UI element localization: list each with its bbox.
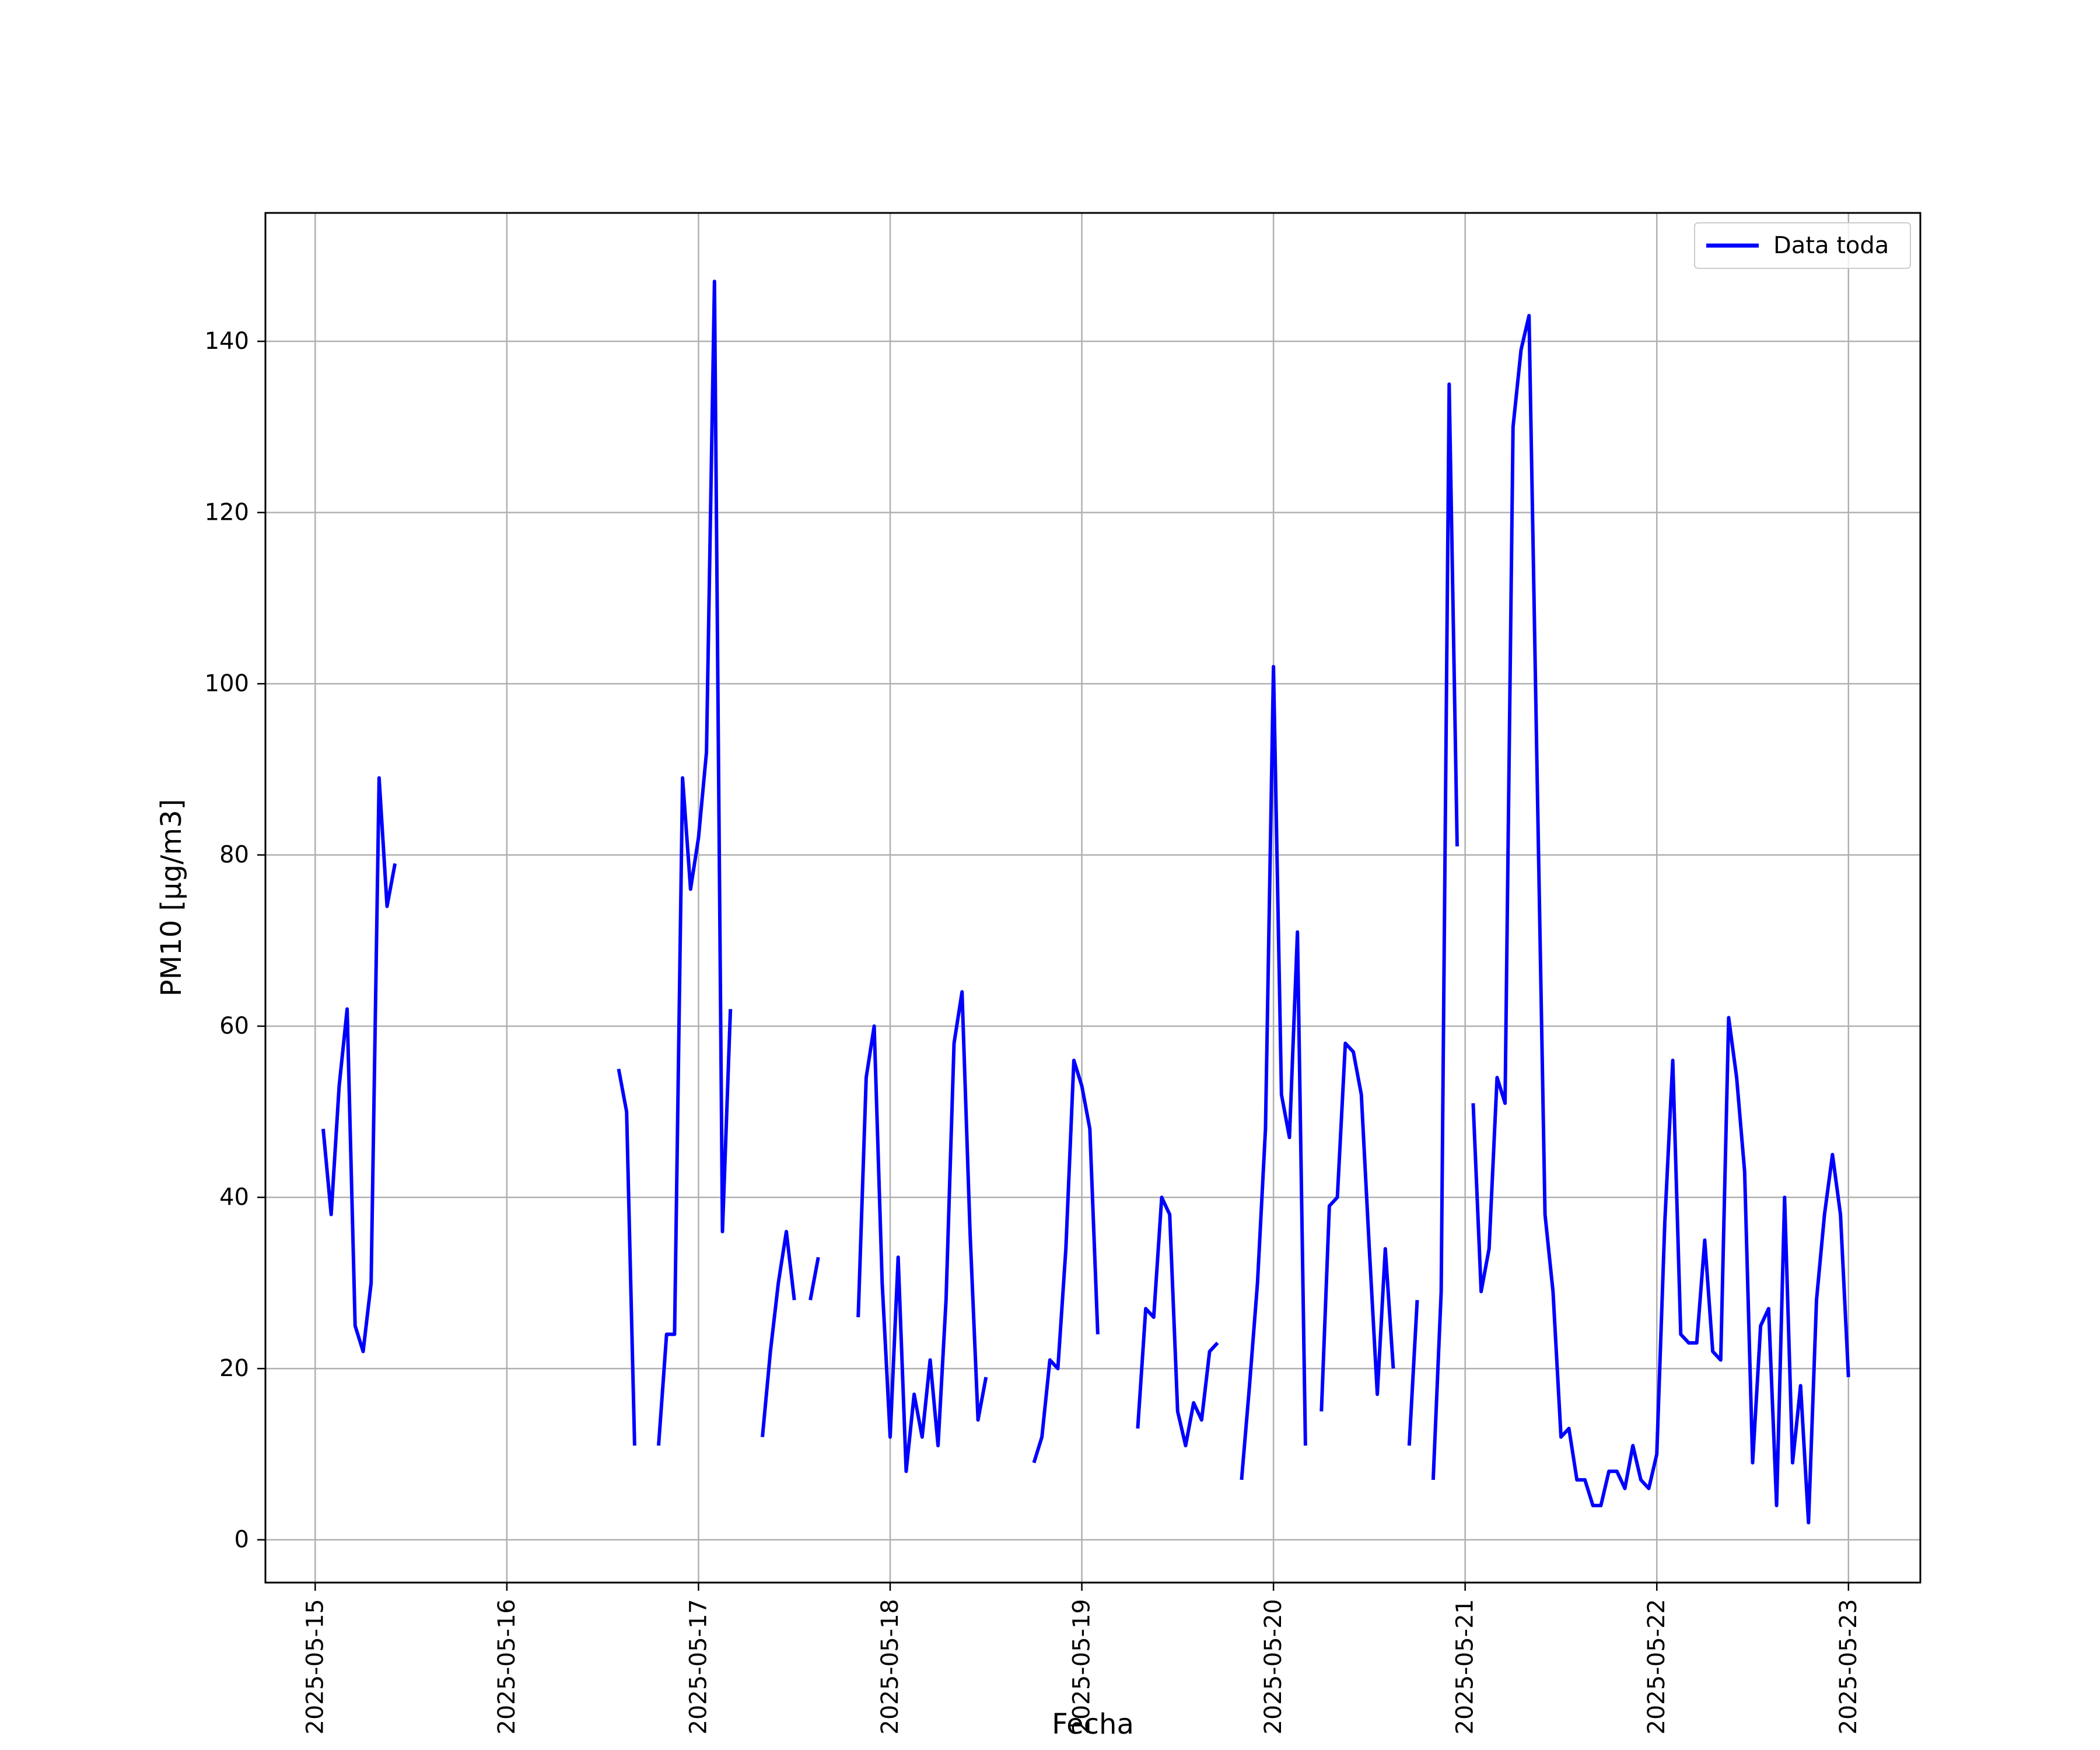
x-tick-label: 2025-05-21 xyxy=(1452,1599,1479,1734)
x-axis-ticks: 2025-05-15 2025-05-16 2025-05-17 2025-05-18… xyxy=(302,1583,1862,1734)
x-tick-label: 2025-05-16 xyxy=(494,1599,520,1734)
y-tick-label: 20 xyxy=(219,1355,249,1382)
x-tick-label: 2025-05-22 xyxy=(1643,1599,1670,1734)
y-axis-ticks: 0 20 40 60 80 100 120 140 xyxy=(205,328,265,1553)
x-tick-label: 2025-05-18 xyxy=(877,1599,904,1734)
legend-label: Data toda xyxy=(1773,232,1889,259)
legend: Data toda xyxy=(1694,222,1911,269)
x-axis-label: Fecha xyxy=(1052,1708,1134,1741)
y-tick-label: 40 xyxy=(219,1184,249,1211)
series-line xyxy=(321,279,1850,1525)
legend-box xyxy=(1694,222,1911,269)
y-tick-label: 60 xyxy=(219,1013,249,1040)
x-tick-label: 2025-05-23 xyxy=(1835,1599,1862,1734)
x-tick-label: 2025-05-19 xyxy=(1069,1599,1096,1734)
plot-frame xyxy=(264,212,1922,1584)
x-tick-label: 2025-05-20 xyxy=(1260,1599,1287,1734)
x-tick-label: 2025-05-17 xyxy=(685,1599,712,1734)
y-tick-label: 80 xyxy=(219,842,249,869)
grid xyxy=(265,213,1920,1583)
y-tick-label: 0 xyxy=(235,1527,249,1553)
x-tick-label: 2025-05-15 xyxy=(302,1599,328,1734)
series-layer xyxy=(321,279,1850,1525)
y-tick-label: 140 xyxy=(205,328,249,355)
y-tick-label: 100 xyxy=(205,670,249,697)
y-axis-label: PM10 [μg/m3] xyxy=(155,799,188,997)
y-tick-label: 120 xyxy=(205,499,249,526)
